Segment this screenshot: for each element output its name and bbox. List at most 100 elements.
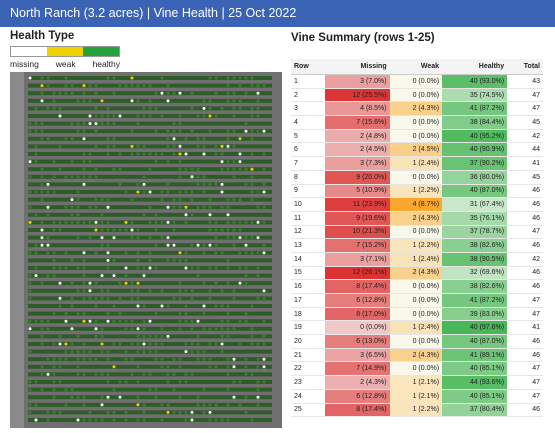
missing-cell: 6 (12.8%): [324, 293, 390, 308]
table-row: 10 11 (23.9%) 4 (8.7%) 31 (67.4%) 46: [291, 197, 543, 212]
healthy-cell: 40 (97.6%): [442, 320, 508, 336]
legend-color-bar: [10, 46, 120, 57]
weak-cell: 0 (0.0%): [389, 225, 443, 240]
total-cell: 46: [507, 348, 543, 363]
healthy-cell: 40 (93.0%): [442, 74, 508, 89]
table-row: 12 10 (21.3%) 0 (0.0%) 37 (78.7%) 47: [291, 225, 543, 240]
missing-cell: 12 (26.1%): [324, 266, 390, 281]
vineyard-map-image: [10, 72, 282, 428]
column-header-missing: Missing: [324, 59, 390, 75]
missing-cell: 3 (7.1%): [324, 252, 390, 267]
legend-swatch-weak: [47, 47, 83, 56]
weak-cell: 0 (0.0%): [389, 170, 443, 185]
missing-cell: 0 (0.0%): [324, 320, 390, 336]
legend-swatch-healthy: [83, 47, 119, 56]
weak-cell: 2 (4.5%): [389, 142, 443, 158]
row-number-cell: 11: [291, 211, 325, 226]
total-cell: 46: [507, 334, 543, 349]
weak-cell: 4 (8.7%): [389, 197, 443, 212]
row-number-cell: 10: [291, 197, 325, 212]
total-cell: 47: [507, 225, 543, 240]
total-cell: 42: [507, 252, 543, 267]
table-row: 2 12 (25.5%) 0 (0.0%) 35 (74.5%) 47: [291, 88, 543, 103]
missing-cell: 8 (17.4%): [324, 279, 390, 294]
missing-cell: 7 (14.9%): [324, 361, 390, 377]
healthy-cell: 37 (78.7%): [442, 225, 508, 240]
weak-cell: 1 (2.4%): [389, 252, 443, 267]
missing-cell: 6 (13.0%): [324, 334, 390, 349]
healthy-cell: 41 (87.2%): [442, 101, 508, 117]
weak-cell: 2 (4.3%): [389, 101, 443, 117]
healthy-cell: 40 (90.9%): [442, 142, 508, 158]
total-cell: 47: [507, 307, 543, 322]
missing-cell: 11 (23.9%): [324, 197, 390, 212]
missing-cell: 5 (10.9%): [324, 184, 390, 199]
missing-cell: 9 (20.0%): [324, 170, 390, 185]
healthy-cell: 31 (67.4%): [442, 197, 508, 212]
row-number-cell: 6: [291, 142, 325, 158]
healthy-cell: 40 (87.0%): [442, 184, 508, 199]
weak-cell: 0 (0.0%): [389, 74, 443, 89]
row-number-cell: 5: [291, 129, 325, 144]
row-number-cell: 22: [291, 361, 325, 377]
weak-cell: 1 (2.2%): [389, 403, 443, 418]
weak-cell: 0 (0.0%): [389, 115, 443, 130]
healthy-cell: 35 (74.5%): [442, 88, 508, 103]
total-cell: 46: [507, 238, 543, 253]
weak-cell: 0 (0.0%): [389, 361, 443, 377]
weak-cell: 1 (2.1%): [389, 375, 443, 390]
healthy-cell: 38 (84.4%): [442, 115, 508, 130]
total-cell: 46: [507, 197, 543, 212]
total-cell: 47: [507, 361, 543, 377]
healthy-cell: 40 (87.0%): [442, 334, 508, 349]
total-cell: 41: [507, 320, 543, 336]
total-cell: 46: [507, 184, 543, 199]
weak-cell: 1 (2.1%): [389, 389, 443, 404]
total-cell: 47: [507, 389, 543, 404]
table-row: 11 9 (19.6%) 2 (4.3%) 35 (76.1%) 46: [291, 211, 543, 226]
total-cell: 47: [507, 293, 543, 308]
total-cell: 46: [507, 403, 543, 418]
missing-cell: 6 (12.8%): [324, 389, 390, 404]
table-row: 24 6 (12.8%) 1 (2.1%) 40 (85.1%) 47: [291, 389, 543, 404]
missing-cell: 3 (6.5%): [324, 348, 390, 363]
total-cell: 44: [507, 142, 543, 158]
weak-cell: 0 (0.0%): [389, 307, 443, 322]
healthy-cell: 39 (83.0%): [442, 307, 508, 322]
legend-swatch-missing: [11, 47, 47, 56]
table-row: 15 12 (26.1%) 2 (4.3%) 32 (69.6%) 46: [291, 266, 543, 281]
missing-cell: 8 (17.4%): [324, 403, 390, 418]
legend-labels: missing weak healthy: [10, 59, 120, 69]
row-number-cell: 8: [291, 170, 325, 185]
vineyard-health-map[interactable]: [10, 72, 282, 428]
missing-cell: 7 (15.2%): [324, 238, 390, 253]
healthy-cell: 36 (80.0%): [442, 170, 508, 185]
table-row: 21 3 (6.5%) 2 (4.3%) 41 (89.1%) 46: [291, 348, 543, 363]
health-type-title: Health Type: [10, 30, 75, 42]
missing-cell: 12 (25.5%): [324, 88, 390, 103]
column-header-healthy: Healthy: [442, 59, 508, 75]
missing-cell: 8 (17.0%): [324, 307, 390, 322]
legend-label-missing: missing: [10, 59, 39, 69]
weak-cell: 1 (2.4%): [389, 156, 443, 171]
missing-cell: 2 (4.8%): [324, 129, 390, 144]
row-number-cell: 23: [291, 375, 325, 390]
row-number-cell: 21: [291, 348, 325, 363]
page-title: North Ranch (3.2 acres) | Vine Health | …: [10, 6, 297, 20]
health-legend: missing weak healthy: [10, 46, 120, 69]
row-number-cell: 15: [291, 266, 325, 281]
missing-cell: 3 (7.3%): [324, 156, 390, 171]
missing-cell: 3 (7.0%): [324, 74, 390, 89]
row-number-cell: 7: [291, 156, 325, 171]
health-type-panel: Health Type: [10, 30, 282, 428]
healthy-cell: 44 (93.6%): [442, 375, 508, 390]
weak-cell: 1 (2.2%): [389, 184, 443, 199]
total-cell: 47: [507, 88, 543, 103]
healthy-cell: 38 (82.6%): [442, 238, 508, 253]
